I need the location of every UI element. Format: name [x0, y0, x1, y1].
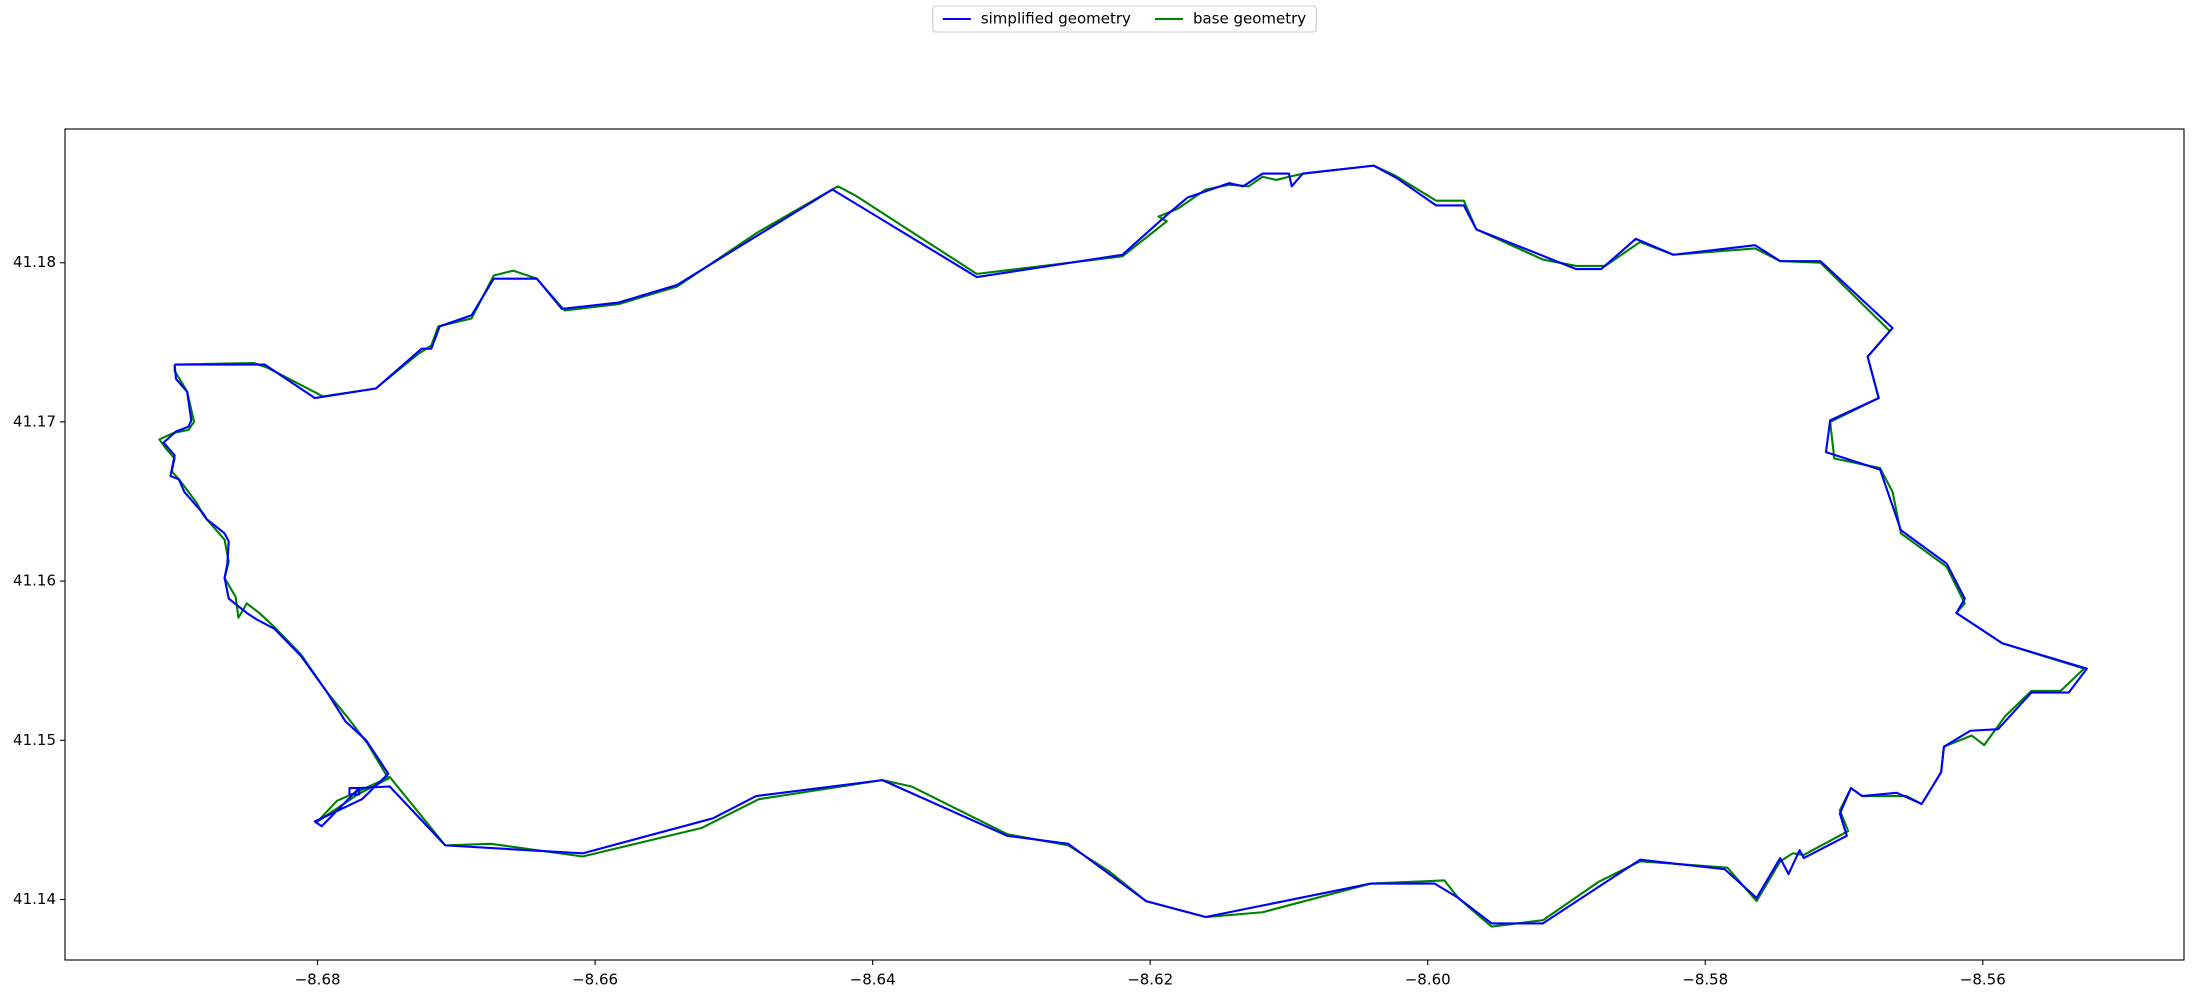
x-tick-label: −8.62 — [1127, 971, 1173, 989]
x-tick-label: −8.68 — [295, 971, 341, 989]
geometry-line — [158, 164, 2086, 928]
plot-frame — [64, 128, 2185, 961]
x-tick-label: −8.60 — [1405, 971, 1451, 989]
geometry-line — [162, 164, 2088, 925]
x-tick-label: −8.58 — [1682, 971, 1728, 989]
legend: simplified geometry base geometry — [932, 5, 1317, 33]
x-tick-label: −8.66 — [572, 971, 618, 989]
y-tick-label: 41.17 — [13, 412, 56, 430]
legend-label: base geometry — [1193, 10, 1306, 28]
x-tick-label: −8.64 — [850, 971, 896, 989]
legend-label: simplified geometry — [981, 10, 1131, 28]
y-tick-label: 41.14 — [13, 890, 56, 908]
legend-box — [932, 5, 1317, 33]
y-tick-label: 41.18 — [13, 253, 56, 271]
x-tick-label: −8.56 — [1960, 971, 2006, 989]
y-tick-label: 41.15 — [13, 731, 56, 749]
y-tick-label: 41.16 — [13, 572, 56, 590]
